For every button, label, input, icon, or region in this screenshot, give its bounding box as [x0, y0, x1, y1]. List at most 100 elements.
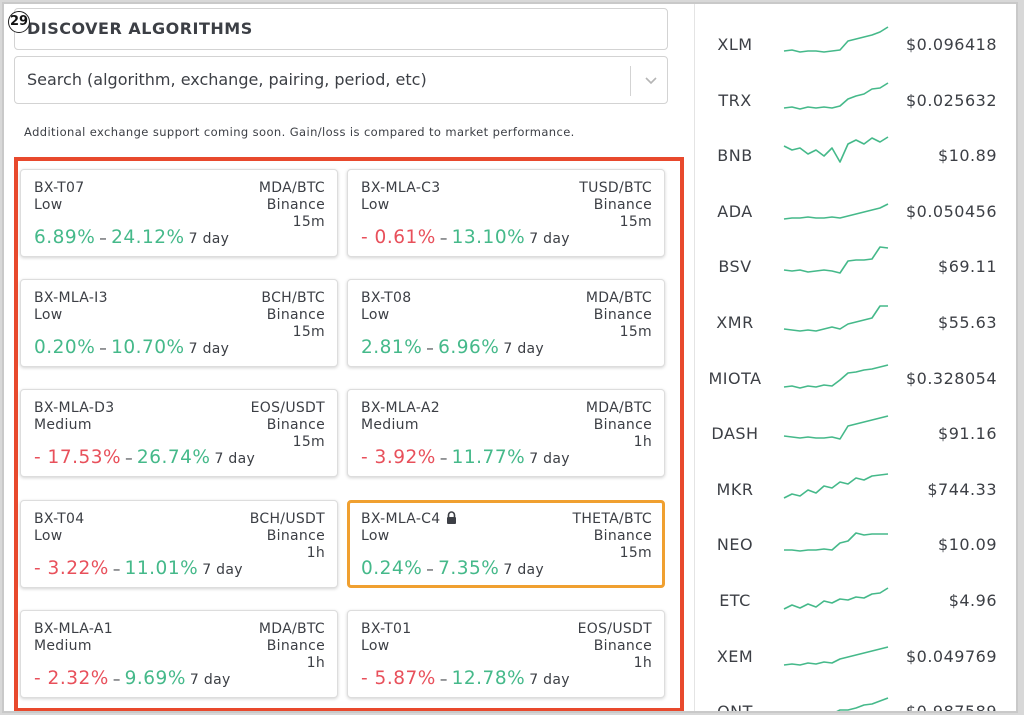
coin-price: $91.16: [938, 424, 997, 444]
period: 1h: [306, 655, 325, 671]
gain-high: 12.78%: [451, 668, 526, 689]
algorithm-card[interactable]: BX-T08 Low MDA/BTC Binance 15m 2.81% –6.96% 7 d…: [347, 279, 665, 367]
exchange-name: Binance: [266, 417, 325, 433]
gain-low: - 0.61%: [361, 227, 436, 248]
coin-row[interactable]: TRX $0.025632: [695, 69, 1015, 125]
sparkline-chart: [783, 645, 889, 666]
performance-range: - 3.92% –11.77% 7 day: [361, 447, 570, 468]
trading-pair: MDA/BTC: [258, 621, 325, 637]
period: 1h: [306, 545, 325, 561]
range-dash: –: [125, 449, 133, 467]
algorithm-card[interactable]: BX-T01 Low EOS/USDT Binance 1h - 5.87% –12.78%…: [347, 610, 665, 698]
coin-row[interactable]: XLM $0.096418: [695, 13, 1015, 69]
trading-pair: EOS/USDT: [250, 400, 325, 416]
coin-row[interactable]: MKR $744.33: [695, 458, 1015, 514]
sparkline-chart: [783, 587, 889, 610]
exchange-name: Binance: [266, 638, 325, 654]
gain-low: - 17.53%: [34, 447, 122, 468]
market-sidebar: XLM $0.096418 TRX $0.025632 BNB $10.89 ADA $0.0…: [694, 4, 1015, 711]
coin-row[interactable]: ETC $4.96: [695, 569, 1015, 625]
trading-pair: BCH/USDT: [249, 511, 325, 527]
risk-level: Low: [361, 528, 390, 544]
range-dash: –: [439, 449, 448, 467]
gain-high: 26.74%: [136, 447, 211, 468]
coin-row[interactable]: XMR $55.63: [695, 291, 1015, 347]
window-label: 7 day: [529, 231, 570, 247]
coin-row[interactable]: MIOTA $0.328054: [695, 347, 1015, 403]
coin-row[interactable]: ONT $0.987589: [695, 680, 1015, 711]
coin-price: $0.096418: [905, 35, 997, 54]
algorithm-name: BX-MLA-I3: [34, 290, 108, 306]
window-label: 7 day: [188, 341, 230, 357]
gain-high: 13.10%: [451, 227, 526, 248]
sparkline-chart: [783, 415, 889, 440]
exchange-name: Binance: [593, 417, 652, 433]
range-dash: –: [112, 560, 121, 578]
algorithm-name: BX-MLA-D3: [34, 400, 115, 416]
coin-row[interactable]: NEO $10.09: [695, 513, 1015, 569]
coin-row[interactable]: XEM $0.049769: [695, 625, 1015, 681]
exchange-name: Binance: [593, 528, 652, 544]
algorithm-card[interactable]: BX-MLA-C3 Low TUSD/BTC Binance 15m - 0.61% –13…: [347, 169, 665, 257]
algorithm-card[interactable]: BX-MLA-A1 Medium MDA/BTC Binance 1h - 2.32% –9…: [20, 610, 338, 698]
algorithm-card[interactable]: BX-MLA-C4 Low THETA/BTC Binance 15m 0.24% –7.3…: [347, 500, 665, 588]
period: 15m: [292, 214, 325, 230]
search-select[interactable]: Search (algorithm, exchange, pairing, pe…: [14, 56, 668, 104]
gain-low: - 3.22%: [34, 558, 109, 579]
chevron-down-icon[interactable]: [641, 68, 661, 92]
algorithm-name: BX-MLA-C4: [361, 511, 457, 527]
period: 15m: [619, 214, 652, 230]
gain-high: 11.01%: [124, 558, 199, 579]
algorithm-name: BX-T01: [361, 621, 412, 637]
gain-low: - 2.32%: [34, 668, 109, 689]
page-title: DISCOVER ALGORITHMS: [14, 8, 668, 50]
sparkline-chart: [783, 203, 889, 220]
window-label: 7 day: [188, 231, 230, 247]
algorithm-name: BX-T08: [361, 290, 412, 306]
period: 15m: [292, 324, 325, 340]
period: 1h: [633, 655, 652, 671]
coin-price: $0.050456: [905, 201, 997, 221]
exchange-name: Binance: [266, 197, 325, 213]
algorithm-name: BX-T07: [34, 180, 85, 196]
window-label: 7 day: [503, 562, 544, 578]
coin-symbol: BSV: [718, 257, 752, 277]
coin-row[interactable]: DASH $91.16: [695, 402, 1015, 458]
coin-row[interactable]: BNB $10.89: [695, 124, 1015, 180]
algorithm-card[interactable]: BX-T07 Low MDA/BTC Binance 15m 6.89% –24.12% 7 …: [20, 169, 338, 257]
algorithm-card[interactable]: BX-MLA-D3 Medium EOS/USDT Binance 15m - 17.53…: [20, 389, 338, 477]
trading-pair: MDA/BTC: [585, 290, 652, 306]
coin-symbol: TRX: [718, 90, 752, 110]
window-label: 7 day: [529, 672, 570, 688]
range-dash: –: [439, 229, 448, 247]
coin-symbol: MIOTA: [708, 368, 762, 388]
performance-range: - 2.32% –9.69% 7 day: [34, 668, 231, 689]
performance-range: - 5.87% –12.78% 7 day: [361, 668, 570, 689]
risk-level: Low: [361, 307, 390, 323]
gain-low: 2.81%: [361, 337, 423, 358]
period: 1h: [633, 434, 652, 450]
algorithm-card[interactable]: BX-MLA-I3 Low BCH/BTC Binance 15m 0.20% –10.70…: [20, 279, 338, 367]
info-note: Additional exchange support coming soon.…: [24, 125, 575, 139]
period: 15m: [292, 434, 325, 450]
coin-symbol: XEM: [716, 646, 754, 666]
sparkline-chart: [783, 305, 888, 332]
risk-level: Medium: [34, 638, 92, 654]
risk-level: Low: [361, 197, 390, 213]
performance-range: 0.24% –7.35% 7 day: [361, 558, 544, 579]
period: 15m: [619, 324, 652, 340]
algorithm-card[interactable]: BX-MLA-A2 Medium MDA/BTC Binance 1h - 3.92% –1…: [347, 389, 665, 477]
gain-low: 0.20%: [34, 337, 96, 358]
coin-row[interactable]: ADA $0.050456: [695, 180, 1015, 236]
algorithm-card[interactable]: BX-T04 Low BCH/USDT Binance 1h - 3.22% –11.01%…: [20, 500, 338, 588]
sparkline-chart: [784, 532, 888, 553]
coin-price: $10.09: [938, 535, 997, 555]
gain-low: - 3.92%: [361, 447, 436, 468]
range-dash: –: [439, 670, 448, 688]
coin-row[interactable]: BSV $69.11: [695, 235, 1015, 291]
search-placeholder: Search (algorithm, exchange, pairing, pe…: [27, 70, 427, 89]
algorithm-name: BX-MLA-A2: [361, 400, 440, 416]
trading-pair: TUSD/BTC: [579, 180, 652, 196]
coin-price: $69.11: [938, 257, 997, 277]
window-label: 7 day: [202, 562, 243, 578]
